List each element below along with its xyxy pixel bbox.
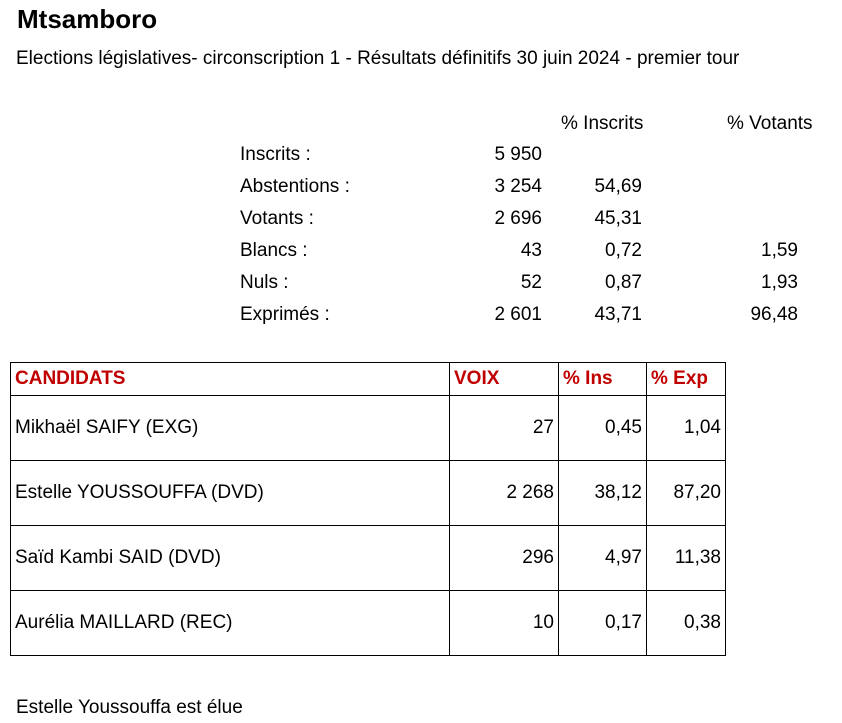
candidate-name: Aurélia MAILLARD (REC) (10, 590, 450, 656)
stat-label: Nuls : (240, 272, 289, 293)
stat-pct-inscrits: 0,87 (605, 272, 642, 293)
candidate-name: Estelle YOUSSOUFFA (DVD) (10, 460, 450, 526)
stat-value: 5 950 (494, 144, 542, 165)
stat-label: Votants : (240, 208, 314, 229)
stat-pct-inscrits: 45,31 (594, 208, 642, 229)
stat-value: 43 (520, 240, 542, 261)
candidate-voix: 2 268 (449, 460, 559, 526)
stat-value: 52 (520, 272, 542, 293)
stat-value: 2 601 (494, 304, 542, 325)
stat-label: Abstentions : (240, 176, 350, 197)
candidate-pct-ins: 38,12 (558, 460, 647, 526)
header-pct-exp: % Exp (646, 362, 726, 396)
page-subtitle: Elections législatives- circonscription … (16, 48, 740, 69)
stat-value: 2 696 (494, 208, 542, 229)
candidate-pct-ins: 0,17 (558, 590, 647, 656)
stat-row-inscrits: Inscrits : 5 950 (0, 144, 842, 176)
header-voix: VOIX (449, 362, 559, 396)
header-pct-inscrits: % Inscrits (561, 113, 644, 134)
candidate-pct-exp: 0,38 (646, 590, 726, 656)
stat-row-votants: Votants : 2 696 45,31 (0, 208, 842, 240)
results-table: CANDIDATS VOIX % Ins % Exp Mikhaël SAIFY… (10, 362, 726, 656)
stat-pct-inscrits: 43,71 (594, 304, 642, 325)
table-header-row: CANDIDATS VOIX % Ins % Exp (10, 362, 726, 396)
stat-row-abstentions: Abstentions : 3 254 54,69 (0, 176, 842, 208)
result-footer: Estelle Youssouffa est élue (16, 697, 243, 718)
stat-label: Exprimés : (240, 304, 330, 325)
table-row: Mikhaël SAIFY (EXG) 27 0,45 1,04 (10, 395, 726, 461)
candidate-pct-exp: 1,04 (646, 395, 726, 461)
candidate-voix: 10 (449, 590, 559, 656)
table-row: Saïd Kambi SAID (DVD) 296 4,97 11,38 (10, 525, 726, 591)
candidate-voix: 27 (449, 395, 559, 461)
candidate-name: Mikhaël SAIFY (EXG) (10, 395, 450, 461)
stat-label: Blancs : (240, 240, 308, 261)
candidate-pct-ins: 4,97 (558, 525, 647, 591)
header-pct-ins: % Ins (558, 362, 647, 396)
stat-pct-inscrits: 0,72 (605, 240, 642, 261)
table-row: Aurélia MAILLARD (REC) 10 0,17 0,38 (10, 590, 726, 656)
stat-pct-votants: 1,93 (761, 272, 798, 293)
header-pct-votants: % Votants (727, 113, 813, 134)
header-candidats: CANDIDATS (10, 362, 450, 396)
stat-pct-votants: 96,48 (750, 304, 798, 325)
candidate-pct-exp: 87,20 (646, 460, 726, 526)
stat-pct-votants: 1,59 (761, 240, 798, 261)
stat-value: 3 254 (494, 176, 542, 197)
stat-row-nuls: Nuls : 52 0,87 1,93 (0, 272, 842, 304)
page-title: Mtsamboro (17, 4, 158, 34)
candidate-voix: 296 (449, 525, 559, 591)
candidate-pct-exp: 11,38 (646, 525, 726, 591)
stat-row-blancs: Blancs : 43 0,72 1,59 (0, 240, 842, 272)
table-row: Estelle YOUSSOUFFA (DVD) 2 268 38,12 87,… (10, 460, 726, 526)
candidate-pct-ins: 0,45 (558, 395, 647, 461)
stat-pct-inscrits: 54,69 (594, 176, 642, 197)
stat-label: Inscrits : (240, 144, 311, 165)
candidate-name: Saïd Kambi SAID (DVD) (10, 525, 450, 591)
stat-row-exprimes: Exprimés : 2 601 43,71 96,48 (0, 304, 842, 336)
